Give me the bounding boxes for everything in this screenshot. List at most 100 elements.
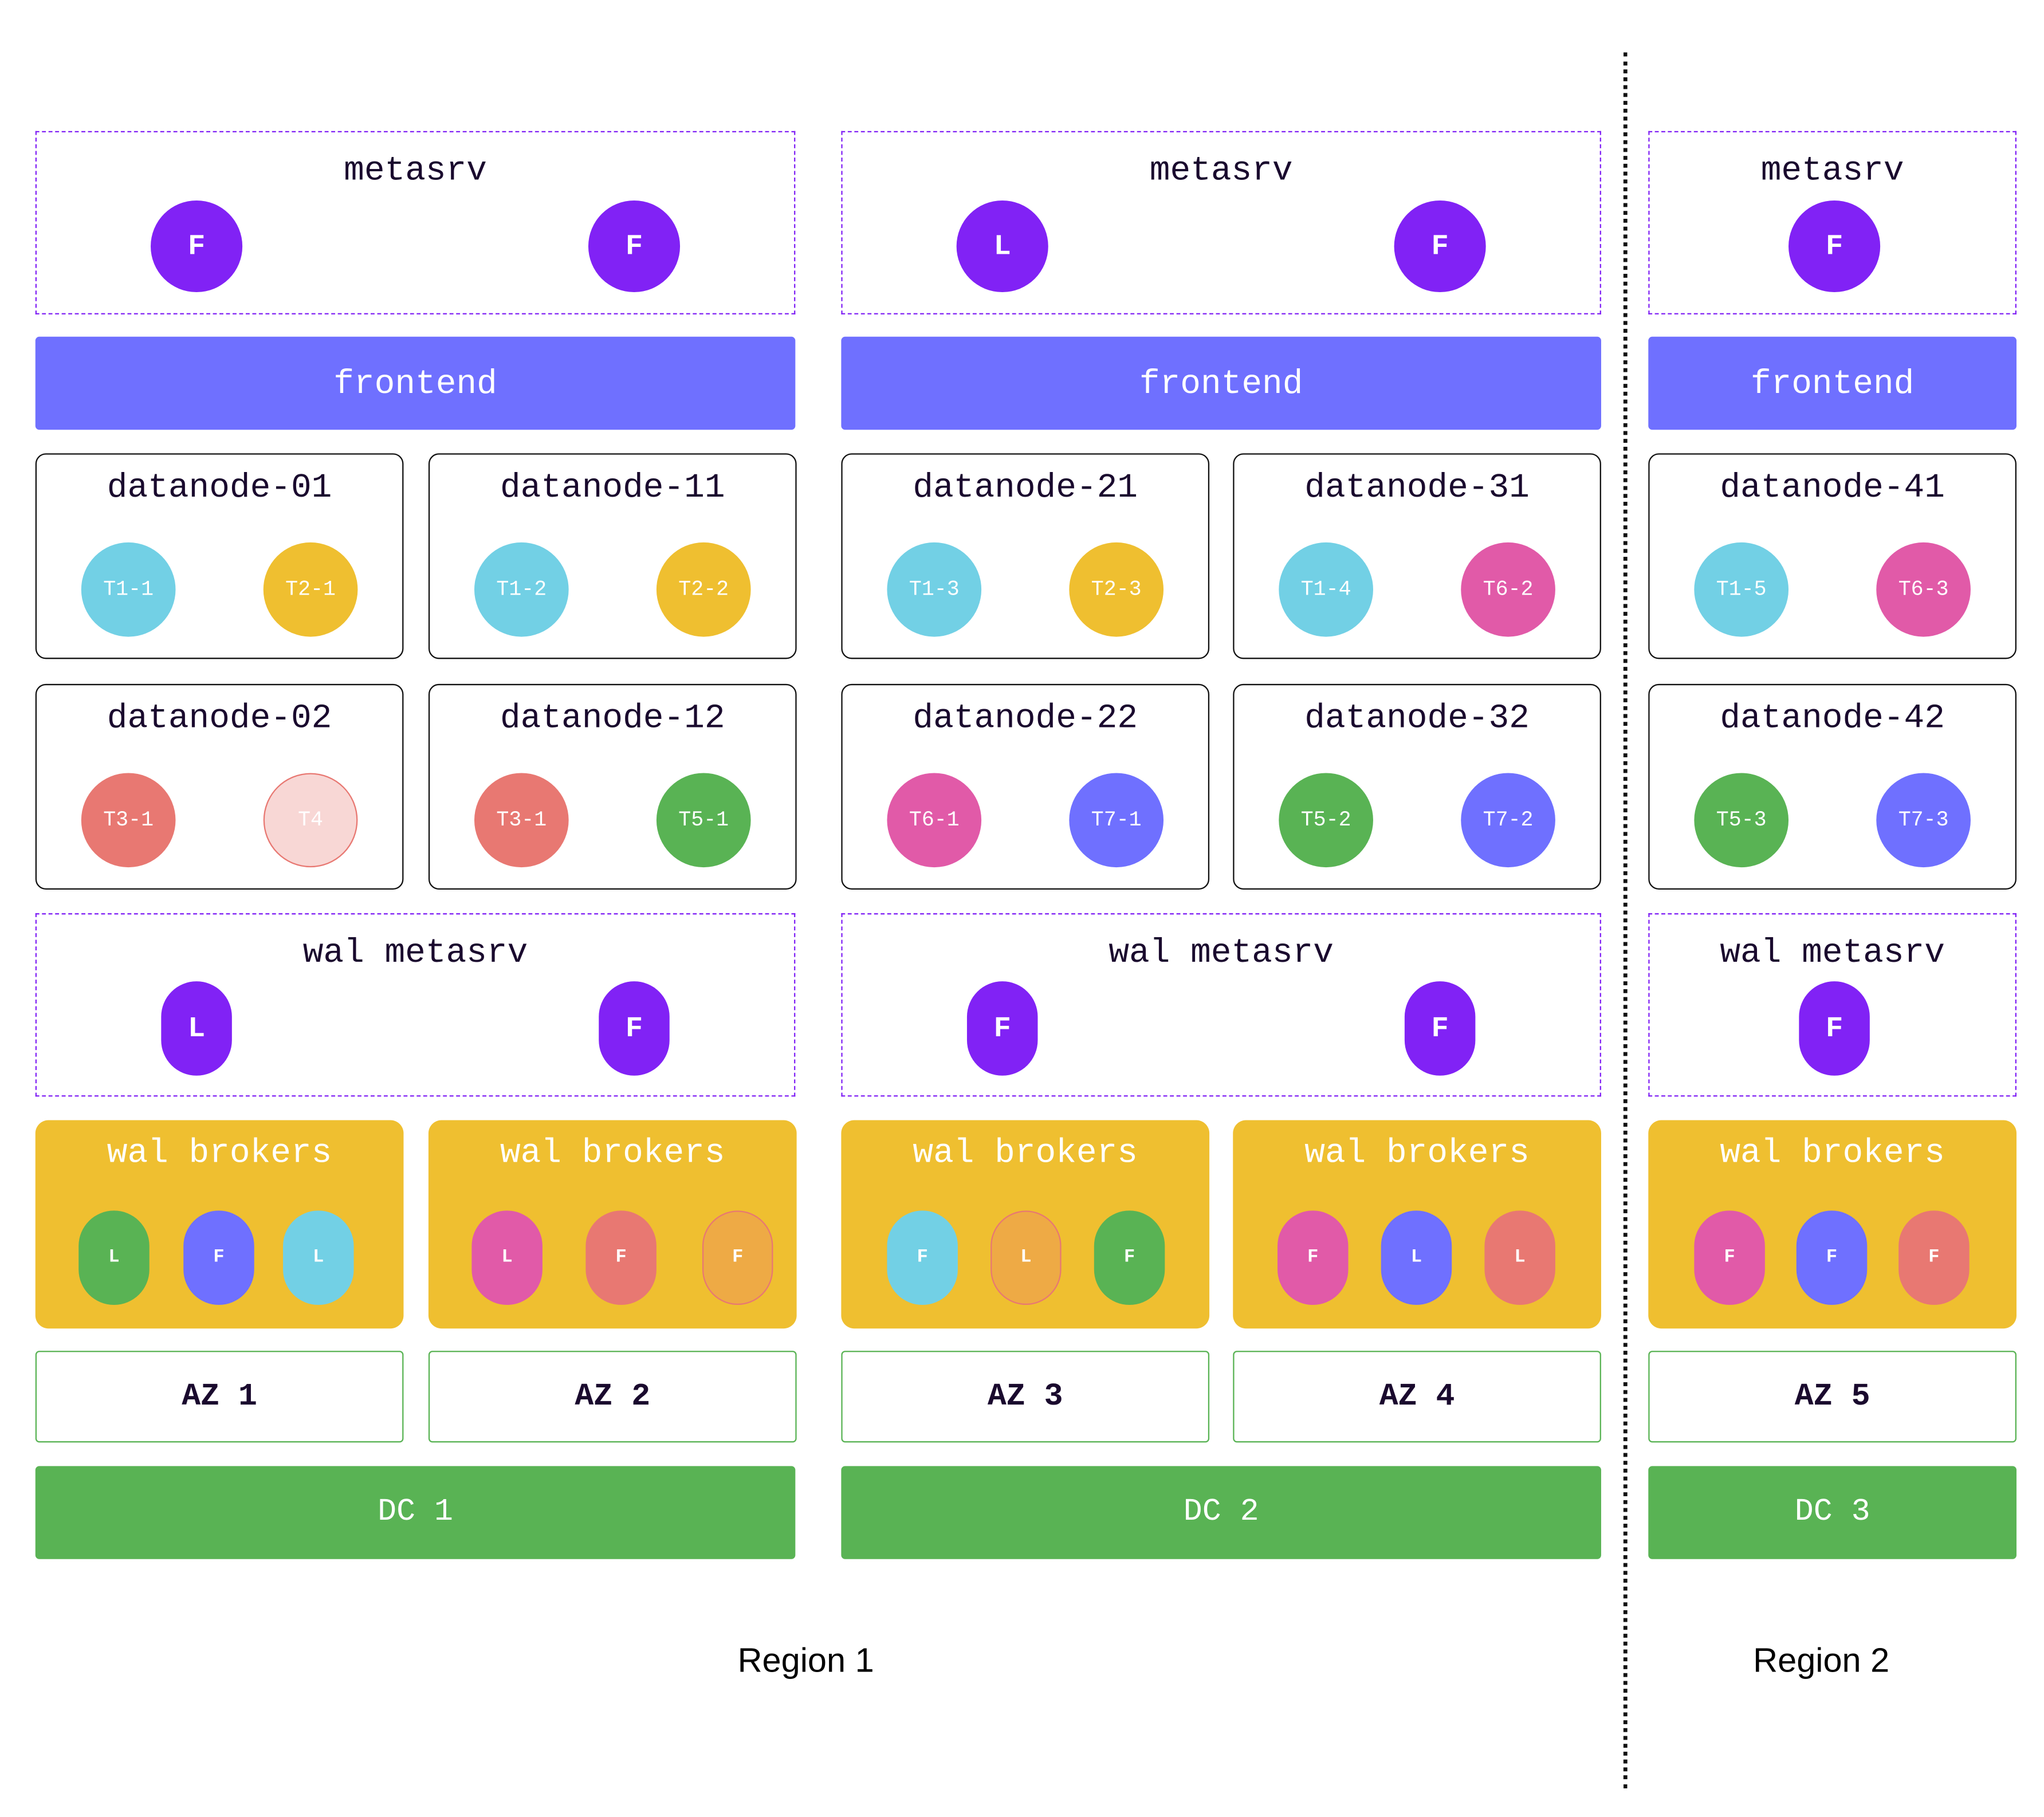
table-region: T7-3 <box>1876 773 1971 868</box>
wal-brokers-title: wal brokers <box>107 1133 332 1173</box>
datanode-title: datanode-22 <box>913 698 1138 738</box>
table-region: T1-5 <box>1694 542 1789 637</box>
table-region: T1-3 <box>887 542 982 637</box>
wal-brokers-group: wal brokers L F F <box>428 1120 797 1329</box>
datanode-title: datanode-12 <box>500 698 725 738</box>
wal-brokers-title: wal brokers <box>1304 1133 1530 1173</box>
wal-metasrv-group: wal metasrv L F <box>35 913 796 1097</box>
datanode-title: datanode-42 <box>1720 698 1945 738</box>
metasrv-node: F <box>1394 200 1486 293</box>
wal-broker-node: F <box>1796 1210 1868 1305</box>
wal-metasrv-group: wal metasrv F <box>1648 913 2017 1097</box>
wal-broker-node: F <box>702 1210 773 1305</box>
table-region: T3-1 <box>81 773 176 868</box>
datanode-box: datanode-31 T1-4 T6-2 <box>1233 453 1601 659</box>
table-region: T2-1 <box>263 542 358 637</box>
wal-metasrv-node: F <box>1404 981 1476 1076</box>
wal-brokers-title: wal brokers <box>1720 1133 1945 1173</box>
metasrv-title: metasrv <box>344 151 487 190</box>
datanode-title: datanode-11 <box>500 467 725 508</box>
wal-metasrv-node: F <box>599 981 670 1076</box>
wal-metasrv-title: wal metasrv <box>302 933 528 973</box>
wal-broker-node: L <box>78 1210 150 1305</box>
table-region: T6-3 <box>1876 542 1971 637</box>
availability-zone: AZ 4 <box>1233 1351 1601 1443</box>
metasrv-node: L <box>956 200 1048 293</box>
metasrv-node: F <box>588 200 681 293</box>
datanode-box: datanode-12 T3-1 T5-1 <box>428 683 797 890</box>
datacenter-bar: DC 2 <box>841 1466 1601 1559</box>
wal-brokers-group: wal brokers F F F <box>1648 1120 2017 1329</box>
wal-metasrv-node: L <box>161 981 232 1076</box>
wal-brokers-group: wal brokers L F L <box>35 1120 404 1329</box>
region-divider <box>1623 52 1628 1789</box>
metasrv-group: metasrv F <box>1648 131 2017 314</box>
wal-broker-node: F <box>1278 1210 1349 1305</box>
datanode-box: datanode-11 T1-2 T2-2 <box>428 453 797 659</box>
wal-metasrv-title: wal metasrv <box>1720 933 1945 973</box>
table-region: T4 <box>263 773 358 868</box>
wal-broker-node: L <box>1484 1210 1555 1305</box>
wal-broker-node: F <box>1694 1210 1765 1305</box>
table-region: T1-1 <box>81 542 176 637</box>
frontend-bar: frontend <box>841 336 1601 430</box>
wal-metasrv-node: F <box>1799 981 1870 1076</box>
availability-zone: AZ 5 <box>1648 1351 2017 1443</box>
datanode-box: datanode-21 T1-3 T2-3 <box>841 453 1210 659</box>
datacenter-bar: DC 1 <box>35 1466 796 1559</box>
metasrv-node: F <box>151 200 243 293</box>
table-region: T1-2 <box>474 542 569 637</box>
availability-zone: AZ 1 <box>35 1351 404 1443</box>
datanode-title: datanode-21 <box>913 467 1138 508</box>
datacenter-bar: DC 3 <box>1648 1466 2017 1559</box>
wal-broker-node: L <box>1381 1210 1452 1305</box>
wal-metasrv-node: F <box>966 981 1038 1076</box>
table-region: T5-3 <box>1694 773 1789 868</box>
wal-broker-node: F <box>183 1210 254 1305</box>
table-region: T5-1 <box>656 773 751 868</box>
wal-broker-node: L <box>990 1210 1062 1305</box>
table-region: T5-2 <box>1279 773 1373 868</box>
metasrv-node: F <box>1789 200 1881 293</box>
table-region: T7-2 <box>1461 773 1555 868</box>
datanode-box: datanode-22 T6-1 T7-1 <box>841 683 1210 890</box>
datanode-box: datanode-02 T3-1 T4 <box>35 683 404 890</box>
datanode-box: datanode-32 T5-2 T7-2 <box>1233 683 1601 890</box>
wal-broker-node: F <box>585 1210 657 1305</box>
wal-broker-node: F <box>1094 1210 1165 1305</box>
datanode-title: datanode-01 <box>107 467 332 508</box>
wal-brokers-group: wal brokers F L L <box>1233 1120 1601 1329</box>
frontend-bar: frontend <box>1648 336 2017 430</box>
datanode-box: datanode-01 T1-1 T2-1 <box>35 453 404 659</box>
datanode-box: datanode-42 T5-3 T7-3 <box>1648 683 2017 890</box>
wal-metasrv-title: wal metasrv <box>1109 933 1334 973</box>
availability-zone: AZ 2 <box>428 1351 797 1443</box>
metasrv-group: metasrv L F <box>841 131 1601 314</box>
table-region: T7-1 <box>1069 773 1164 868</box>
metasrv-group: metasrv F F <box>35 131 796 314</box>
wal-broker-node: F <box>1898 1210 1970 1305</box>
table-region: T1-4 <box>1279 542 1373 637</box>
wal-broker-node: L <box>283 1210 354 1305</box>
datanode-box: datanode-41 T1-5 T6-3 <box>1648 453 2017 659</box>
datanode-title: datanode-31 <box>1304 467 1530 508</box>
frontend-bar: frontend <box>35 336 796 430</box>
table-region: T6-2 <box>1461 542 1555 637</box>
region-label-1: Region 1 <box>737 1640 874 1680</box>
table-region: T3-1 <box>474 773 569 868</box>
datanode-title: datanode-02 <box>107 698 332 738</box>
wal-metasrv-group: wal metasrv F F <box>841 913 1601 1097</box>
table-region: T2-2 <box>656 542 751 637</box>
table-region: T6-1 <box>887 773 982 868</box>
wal-brokers-title: wal brokers <box>500 1133 725 1173</box>
wal-brokers-group: wal brokers F L F <box>841 1120 1210 1329</box>
wal-brokers-title: wal brokers <box>913 1133 1138 1173</box>
wal-broker-node: L <box>471 1210 543 1305</box>
table-region: T2-3 <box>1069 542 1164 637</box>
datanode-title: datanode-41 <box>1720 467 1945 508</box>
metasrv-title: metasrv <box>1149 151 1293 190</box>
availability-zone: AZ 3 <box>841 1351 1210 1443</box>
datanode-title: datanode-32 <box>1304 698 1530 738</box>
wal-broker-node: F <box>887 1210 958 1305</box>
